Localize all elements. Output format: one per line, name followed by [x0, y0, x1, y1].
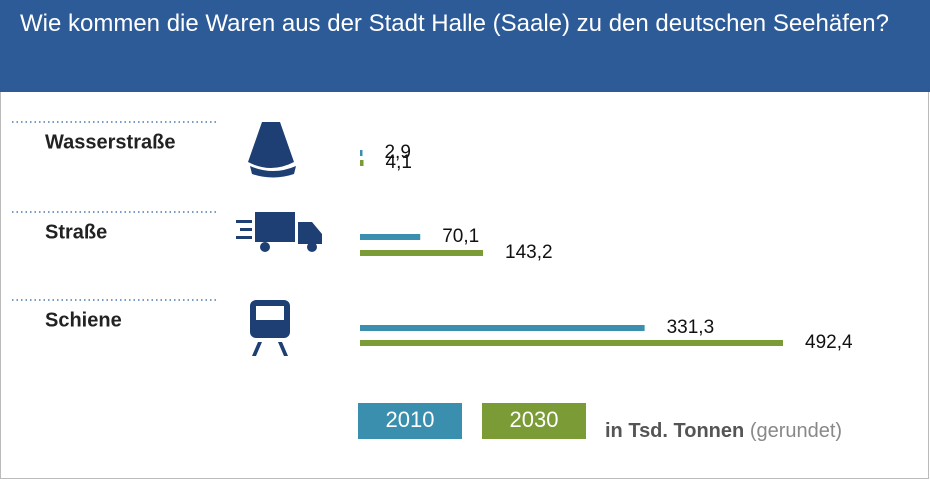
legend-swatch [482, 403, 586, 439]
value-label: 143,2 [505, 242, 553, 263]
ship-icon [248, 122, 296, 178]
category-label: Wasserstraße [45, 131, 175, 153]
title-box: Wie kommen die Waren aus der Stadt Halle… [20, 10, 889, 37]
legend-label: 2030 [510, 407, 559, 432]
chart-title: Wie kommen die Waren aus der Stadt Halle… [20, 10, 889, 37]
value-label: 331,3 [667, 317, 715, 338]
value-label: 492,4 [805, 332, 853, 353]
bar [360, 150, 363, 156]
train-icon [250, 300, 290, 356]
unit-note: (gerundet) [750, 420, 842, 442]
bar [360, 160, 364, 166]
category-label: Straße [45, 221, 107, 243]
legend-label: 2010 [386, 407, 435, 432]
legend-swatch [358, 403, 462, 439]
bar [360, 340, 783, 346]
value-label: 70,1 [442, 226, 479, 247]
unit: in Tsd. Tonnen [605, 420, 744, 442]
bar [360, 234, 421, 240]
value-label: 4,1 [386, 152, 412, 173]
title-bar [0, 0, 930, 92]
unit-text: in Tsd. Tonnen (gerundet) [605, 420, 842, 442]
bar [360, 250, 484, 256]
truck-icon [236, 212, 322, 252]
value-label: 2,9 [384, 142, 410, 163]
category-label: Schiene [45, 309, 122, 331]
bar [360, 325, 645, 331]
